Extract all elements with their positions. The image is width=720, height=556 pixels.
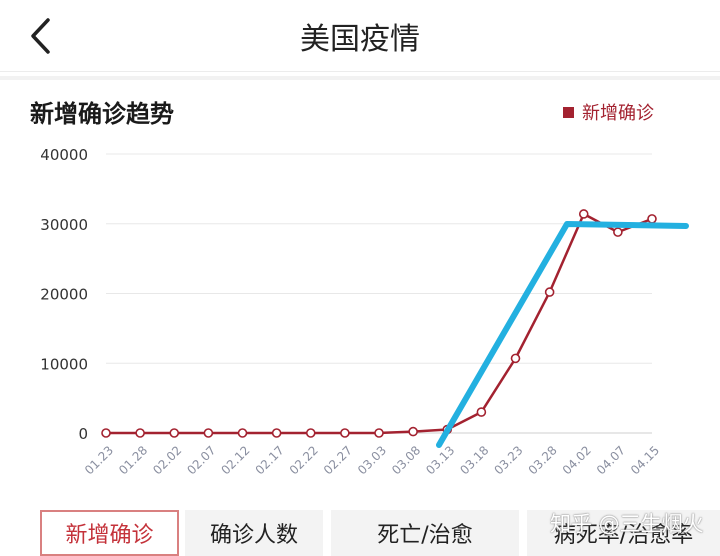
x-tick-label: 02.27: [321, 443, 355, 477]
data-point: [237, 428, 248, 438]
tab-new-cases[interactable]: 新增确诊: [40, 510, 179, 556]
chart-legend[interactable]: 新增确诊: [563, 99, 654, 125]
data-point: [510, 353, 521, 364]
data-point: [476, 407, 487, 417]
data-point: [203, 428, 214, 438]
chevron-left-icon: [31, 18, 50, 54]
data-point: [169, 428, 180, 438]
x-tick-label: 03.08: [389, 443, 423, 477]
data-point: [340, 428, 350, 438]
x-tick-label: 01.28: [116, 443, 150, 477]
x-tick-label: 03.28: [526, 443, 560, 477]
header-divider: [0, 76, 720, 80]
y-tick-label: 20000: [40, 286, 88, 304]
data-point: [578, 209, 589, 219]
y-tick-label: 10000: [40, 355, 88, 373]
x-tick-label: 03.23: [491, 443, 525, 477]
x-tick-label: 03.18: [457, 443, 491, 477]
x-tick-label: 01.23: [82, 443, 116, 477]
x-tick-label: 04.02: [560, 443, 594, 477]
y-tick-label: 30000: [40, 216, 88, 234]
legend-label: 新增确诊: [582, 103, 654, 124]
tab-confirmed[interactable]: 确诊人数: [185, 510, 323, 556]
x-tick-label: 02.17: [253, 443, 287, 477]
data-point: [135, 428, 145, 438]
x-tick-label: 02.02: [150, 443, 184, 477]
data-point: [544, 287, 555, 297]
x-tick-label: 02.12: [218, 443, 252, 477]
legend-swatch: [563, 106, 574, 118]
top-bar: 美国疫情: [0, 0, 720, 72]
y-tick-label: 0: [78, 425, 88, 443]
series-line: [106, 212, 653, 435]
data-point: [613, 227, 623, 237]
tab-deaths-recovered[interactable]: 死亡/治愈: [331, 510, 519, 556]
trend-annotation: [436, 221, 689, 448]
chart-tabs: 新增确诊 确诊人数 死亡/治愈 病死率/治愈率: [40, 510, 720, 556]
x-tick-label: 02.07: [184, 443, 218, 477]
data-point: [305, 428, 316, 438]
data-point: [374, 428, 384, 438]
chart-title: 新增确诊趋势: [30, 100, 174, 128]
watermark: 知乎 @三生烟火: [550, 512, 704, 536]
x-tick-label: 02.22: [287, 443, 321, 477]
y-tick-label: 40000: [40, 146, 88, 164]
data-point: [408, 426, 418, 437]
tab-rates[interactable]: 病死率/治愈率: [527, 510, 720, 556]
x-tick-label: 03.13: [423, 443, 457, 477]
x-tick-label: 04.07: [594, 443, 628, 477]
data-point: [647, 214, 657, 224]
back-button[interactable]: [22, 10, 66, 62]
x-tick-label: 03.03: [355, 443, 389, 477]
page-title: 美国疫情: [300, 22, 420, 57]
x-tick-label: 04.15: [628, 443, 662, 477]
data-point: [271, 428, 282, 438]
data-point: [101, 428, 111, 438]
